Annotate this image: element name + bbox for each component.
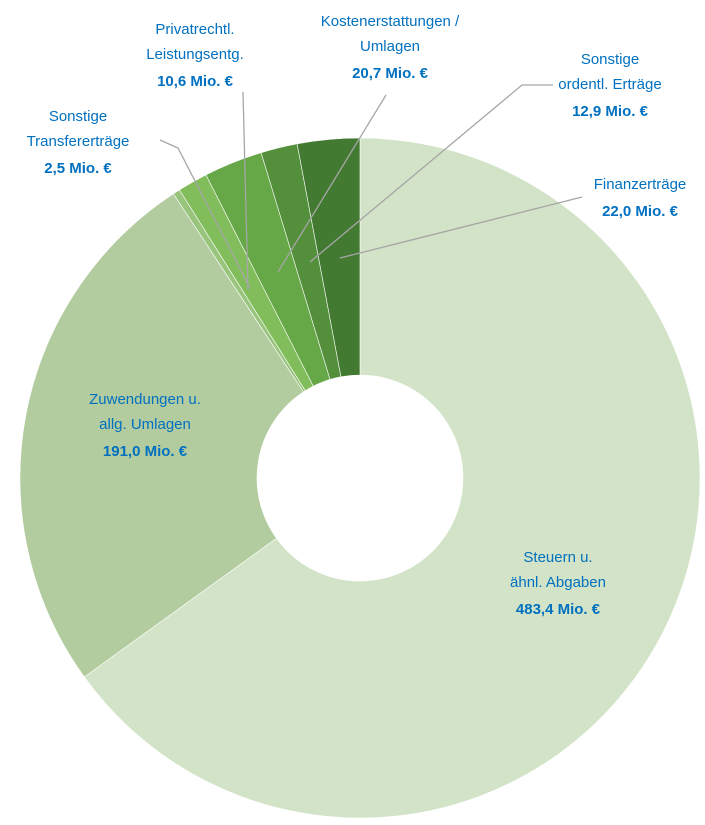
slice	[83, 137, 701, 819]
label-line: Steuern u.	[523, 549, 592, 566]
value-label: 10,6 Mio. €	[157, 73, 234, 90]
leader-line	[242, 91, 249, 291]
slice	[19, 193, 304, 678]
label-line: Umlagen	[360, 38, 420, 55]
label-line: Transfererträge	[27, 133, 130, 150]
label-line: ähnl. Abgaben	[510, 574, 606, 591]
value-label: 22,0 Mio. €	[602, 203, 679, 220]
label-line: Privatrechtl.	[155, 21, 234, 38]
leader-line	[159, 139, 251, 289]
slice	[296, 137, 361, 378]
value-label: 483,4 Mio. €	[516, 601, 601, 618]
value-label: 12,9 Mio. €	[572, 103, 649, 120]
label-line: Sonstige	[49, 108, 107, 125]
leader-line	[309, 84, 553, 263]
label-line: Leistungsentg.	[146, 46, 244, 63]
slice-label: Sonstige Transfererträge	[27, 108, 130, 150]
slice-label: Sonstige ordentl. Erträge	[558, 51, 661, 93]
slice-label: Privatrechtl. Leistungsentg.	[146, 21, 244, 63]
label-line: allg. Umlagen	[99, 416, 191, 433]
leader-line	[339, 196, 583, 259]
label-line: Zuwendungen u.	[89, 391, 201, 408]
slice-label: Kostenerstattungen / Umlagen	[321, 13, 460, 55]
slice-label: Steuern u. ähnl. Abgaben	[510, 549, 606, 591]
label-line: Finanzerträge	[594, 176, 687, 193]
label-line: Sonstige	[581, 51, 639, 68]
slice-label: Zuwendungen u. allg. Umlagen	[89, 391, 201, 433]
value-label: 191,0 Mio. €	[103, 443, 188, 460]
value-label: 20,7 Mio. €	[352, 65, 429, 82]
label-line: ordentl. Erträge	[558, 76, 661, 93]
label-line: Kostenerstattungen /	[321, 13, 460, 30]
slice-label: Finanzerträge	[594, 176, 687, 193]
value-label: 2,5 Mio. €	[44, 160, 112, 177]
leader-line	[277, 94, 387, 273]
